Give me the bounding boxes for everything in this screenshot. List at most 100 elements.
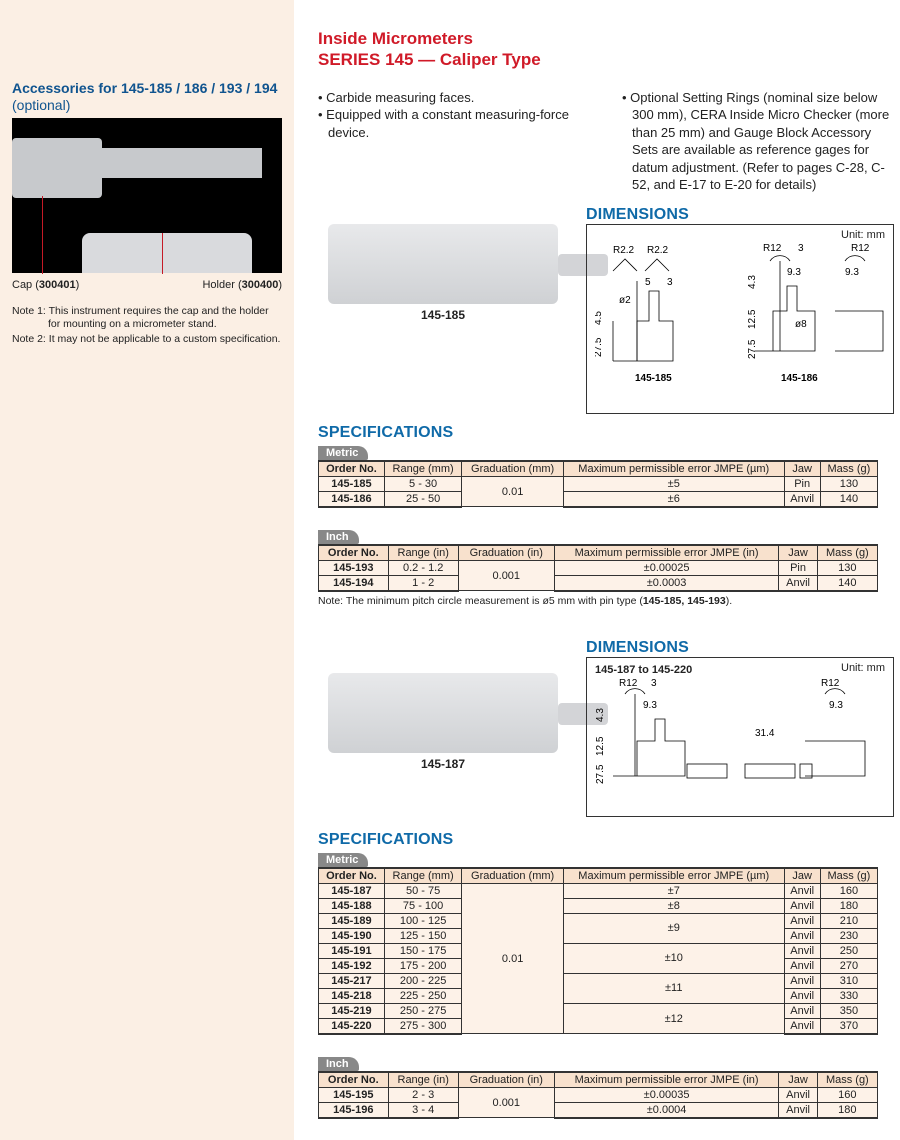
spec-table-2-inch: Order No.Range (in)Graduation (in)Maximu…: [318, 1071, 878, 1119]
metric-pill: Metric: [318, 446, 368, 460]
page-title: Inside Micrometers SERIES 145 — Caliper …: [318, 28, 894, 71]
spec-table-1-inch: Order No.Range (in)Graduation (in)Maximu…: [318, 544, 878, 592]
svg-text:3: 3: [798, 243, 804, 254]
cap-label: Cap (300401): [12, 279, 79, 291]
svg-text:3: 3: [651, 678, 657, 689]
specifications-heading: SPECIFICATIONS: [318, 424, 894, 442]
svg-text:ø2: ø2: [619, 295, 631, 306]
inch-pill-2: Inch: [318, 1057, 359, 1071]
sidebar: Accessories for 145-185 / 186 / 193 / 19…: [0, 0, 294, 1140]
table-row: 145-18625 - 50±6Anvil140: [319, 491, 878, 507]
bullets-right: Optional Setting Rings (nominal size bel…: [622, 89, 894, 194]
svg-text:27.5: 27.5: [595, 337, 604, 357]
bullet: Carbide measuring faces.: [318, 89, 590, 107]
product-image-block: 145-185: [318, 200, 568, 322]
svg-text:4.5: 4.5: [595, 310, 604, 324]
svg-text:R2.2: R2.2: [613, 245, 635, 256]
svg-text:9.3: 9.3: [829, 700, 843, 711]
spec-table-1-metric: Order No.Range (mm)Graduation (mm)Maximu…: [318, 460, 878, 508]
col-header: Range (in): [388, 545, 458, 561]
svg-text:ø8: ø8: [795, 319, 807, 330]
col-header: Order No.: [319, 868, 385, 884]
svg-text:R12: R12: [821, 678, 840, 689]
col-header: Graduation (mm): [462, 868, 564, 884]
col-header: Jaw: [784, 868, 820, 884]
table-row: 145-219250 - 275±12Anvil350: [319, 1003, 878, 1018]
dimensions-block-1: DIMENSIONS Unit: mm: [586, 200, 894, 414]
dimensions-heading: DIMENSIONS: [586, 206, 894, 224]
table-row: 145-1941 - 2±0.0003Anvil140: [319, 575, 878, 591]
col-header: Mass (g): [817, 1072, 877, 1088]
product-dimensions-row-1: 145-185 DIMENSIONS Unit: mm: [318, 200, 894, 414]
accessory-title-text: Accessories for 145-185 / 186 / 193 / 19…: [12, 80, 277, 96]
col-header: Order No.: [319, 1072, 389, 1088]
svg-text:145-185: 145-185: [635, 373, 672, 384]
col-header: Mass (g): [817, 545, 877, 561]
product-image-185: [328, 224, 558, 304]
table-row: 145-189100 - 125±9Anvil210: [319, 913, 878, 928]
col-header: Maximum permissible error JMPE (µm): [563, 461, 784, 477]
col-header: Graduation (mm): [462, 461, 564, 477]
col-header: Jaw: [779, 545, 817, 561]
svg-text:4.3: 4.3: [747, 274, 758, 288]
table-row: 145-1963 - 4±0.0004Anvil180: [319, 1102, 878, 1118]
product-image-block-2: 145-187: [318, 633, 568, 771]
table-row: 145-18875 - 100±8Anvil180: [319, 898, 878, 913]
svg-text:12.5: 12.5: [747, 309, 758, 329]
table-row: 145-217200 - 225±11Anvil310: [319, 973, 878, 988]
holder-label: Holder (300400): [202, 279, 282, 291]
product-dimensions-row-2: 145-187 DIMENSIONS Unit: mm 145-187 to 1…: [318, 633, 894, 817]
note-1: Note 1: This instrument requires the cap…: [12, 305, 282, 331]
col-header: Range (mm): [384, 868, 461, 884]
svg-text:R12: R12: [763, 243, 782, 254]
inch-pill: Inch: [318, 530, 359, 544]
dimensions-block-2: DIMENSIONS Unit: mm 145-187 to 145-220: [586, 633, 894, 817]
col-header: Order No.: [319, 545, 389, 561]
col-header: Graduation (in): [458, 545, 554, 561]
svg-text:145-186: 145-186: [781, 373, 818, 384]
svg-text:31.4: 31.4: [755, 728, 775, 739]
table-row: 145-191150 - 175±10Anvil250: [319, 943, 878, 958]
col-header: Jaw: [784, 461, 820, 477]
main-content: Inside Micrometers SERIES 145 — Caliper …: [294, 0, 900, 1140]
col-header: Graduation (in): [458, 1072, 554, 1088]
product-image-187: [328, 673, 558, 753]
svg-text:R2.2: R2.2: [647, 245, 669, 256]
svg-text:27.5: 27.5: [595, 764, 606, 784]
spec-table-2-metric: Order No.Range (mm)Graduation (mm)Maximu…: [318, 867, 878, 1035]
feature-bullets: Carbide measuring faces. Equipped with a…: [318, 89, 894, 194]
svg-text:3: 3: [667, 277, 673, 288]
svg-text:12.5: 12.5: [595, 736, 606, 756]
col-header: Range (in): [388, 1072, 458, 1088]
table-row: 145-1930.2 - 1.20.001±0.00025Pin130: [319, 560, 878, 575]
dimensions-heading-2: DIMENSIONS: [586, 639, 894, 657]
dimension-drawing-box-2: Unit: mm 145-187 to 145-220: [586, 657, 894, 817]
dimension-svg-1: R2.2 R2.2 5 3 ø2 4.5 27.5 145-185 R12 3 …: [595, 231, 885, 401]
dimension-svg-2: R12 3 9.3 4.3 12.5 27.5 31.4 R12 9.3: [595, 676, 885, 806]
note-2: Note 2: It may not be applicable to a cu…: [12, 333, 282, 346]
col-header: Order No.: [319, 461, 385, 477]
accessory-photo: [12, 118, 282, 273]
product-image-label-2: 145-187: [318, 757, 568, 771]
col-header: Maximum permissible error JMPE (in): [554, 1072, 779, 1088]
svg-text:27.5: 27.5: [747, 339, 758, 359]
col-header: Maximum permissible error JMPE (µm): [563, 868, 784, 884]
col-header: Maximum permissible error JMPE (in): [554, 545, 779, 561]
product-image-label: 145-185: [318, 308, 568, 322]
specifications-heading-2: SPECIFICATIONS: [318, 831, 894, 849]
table-row: 145-1952 - 30.001±0.00035Anvil160: [319, 1087, 878, 1102]
svg-text:9.3: 9.3: [845, 267, 859, 278]
table-1-note: Note: The minimum pitch circle measureme…: [318, 595, 894, 607]
table-row: 145-18750 - 750.01±7Anvil160: [319, 883, 878, 898]
catalog-page: Accessories for 145-185 / 186 / 193 / 19…: [0, 0, 900, 1140]
bullet: Equipped with a constant measuring-force…: [318, 106, 590, 141]
dimension-drawing-box-1: Unit: mm: [586, 224, 894, 414]
svg-text:9.3: 9.3: [787, 267, 801, 278]
col-header: Range (mm): [384, 461, 461, 477]
svg-text:5: 5: [645, 277, 651, 288]
accessory-caption: Cap (300401) Holder (300400): [12, 279, 282, 291]
bullets-left: Carbide measuring faces. Equipped with a…: [318, 89, 590, 194]
accessory-heading: Accessories for 145-185 / 186 / 193 / 19…: [12, 80, 282, 114]
accessory-subtitle: (optional): [12, 97, 70, 113]
unit-label: Unit: mm: [841, 229, 885, 241]
